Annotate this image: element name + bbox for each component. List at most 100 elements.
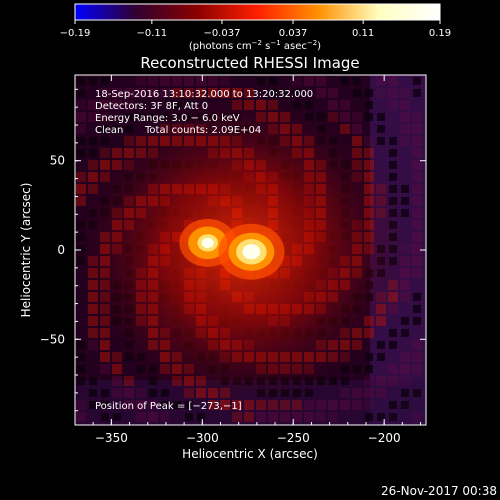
ripple-cell [388, 100, 398, 110]
ripple-cell [316, 88, 326, 98]
colorbar [74, 3, 441, 21]
ripple-cell [100, 100, 110, 110]
image-area [75, 75, 426, 425]
chart-title: Reconstructed RHESSI Image [140, 54, 359, 72]
ripple-cell [412, 172, 422, 182]
ripple-dark-cell [89, 149, 97, 157]
ripple-cell [388, 364, 398, 374]
ripple-cell [280, 412, 290, 422]
ripple-cell [100, 352, 110, 362]
ripple-dark-cell [389, 329, 397, 337]
ripple-cell [88, 340, 98, 350]
ripple-dark-cell [341, 77, 349, 85]
ripple-dark-cell [185, 413, 193, 421]
ripple-cell [76, 184, 86, 194]
ripple-dark-cell [185, 401, 193, 409]
x-axis: −350 −300 −250 −200 [92, 75, 422, 445]
ripple-dark-cell [113, 125, 121, 133]
ripple-cell [100, 364, 110, 374]
ripple-dark-cell [401, 329, 409, 337]
ripple-dark-cell [101, 77, 109, 85]
ripple-cell [160, 76, 170, 86]
ripple-cell [136, 388, 146, 398]
ripple-cell [340, 400, 350, 410]
ripple-cell [352, 388, 362, 398]
colorbar-tick-label: 0.19 [429, 28, 451, 39]
ripple-cell [412, 232, 422, 242]
ripple-dark-cell [113, 413, 121, 421]
ripple-cell [412, 244, 422, 254]
ripple-cell [412, 184, 422, 194]
ripple-dark-cell [125, 113, 133, 121]
ripple-cell [124, 376, 134, 386]
ripple-dark-cell [89, 77, 97, 85]
ripple-cell [112, 100, 122, 110]
ripple-dark-cell [389, 341, 397, 349]
x-tick-label: −250 [277, 431, 310, 445]
ripple-cell [400, 376, 410, 386]
ripple-cell [376, 76, 386, 86]
colorbar-label: (photons cm−2 s−1 asec−2) [189, 39, 321, 52]
ripple-dark-cell [77, 77, 85, 85]
ripple-cell [136, 412, 146, 422]
ripple-cell [304, 400, 314, 410]
ripple-cell [340, 100, 350, 110]
annotation-energy: Energy Range: 3.0 − 6.0 keV [95, 113, 240, 124]
ripple-cell [328, 400, 338, 410]
ripple-dark-cell [89, 377, 97, 385]
annotation-time-range: 18-Sep-2016 13:10:32.000 to 13:20:32.000 [95, 89, 313, 100]
ripple-cell [148, 400, 158, 410]
ripple-cell [412, 160, 422, 170]
annotation-clean: Clean [95, 125, 123, 136]
ripple-dark-cell [377, 353, 385, 361]
x-tick-label: −200 [368, 431, 401, 445]
ripple-dark-cell [101, 401, 109, 409]
ripple-cell [352, 112, 362, 122]
ripple-cell [196, 88, 206, 98]
ripple-dark-cell [293, 89, 301, 97]
ripple-dark-cell [365, 113, 373, 121]
ripple-cell [280, 400, 290, 410]
ripple-dark-cell [101, 125, 109, 133]
ripple-cell [412, 364, 422, 374]
ripple-cell [412, 124, 422, 134]
ripple-dark-cell [77, 149, 85, 157]
colorbar-tick-label: 0.11 [352, 28, 374, 39]
ripple-cell [412, 256, 422, 266]
ripple-cell [88, 328, 98, 338]
ripple-dark-cell [197, 413, 205, 421]
ripple-dark-cell [353, 365, 361, 373]
ripple-cell [172, 76, 182, 86]
ripple-cell [364, 388, 374, 398]
ripple-dark-cell [389, 173, 397, 181]
ripple-cell [328, 412, 338, 422]
ripple-cell [364, 136, 374, 146]
ripple-dark-cell [281, 89, 289, 97]
ripple-cell [136, 400, 146, 410]
ripple-dark-cell [365, 101, 373, 109]
ripple-cell [364, 376, 374, 386]
ripple-cell [352, 124, 362, 134]
ripple-dark-cell [77, 89, 85, 97]
ripple-cell [340, 112, 350, 122]
ripple-cell [196, 76, 206, 86]
ripple-cell [400, 100, 410, 110]
ripple-dark-cell [89, 389, 97, 397]
ripple-cell [304, 412, 314, 422]
ripple-dark-cell [413, 389, 421, 397]
ripple-dark-cell [389, 137, 397, 145]
ripple-cell [256, 412, 266, 422]
ripple-dark-cell [269, 77, 277, 85]
ripple-cell [328, 88, 338, 98]
ripple-cell [376, 88, 386, 98]
annotation-peak: Position of Peak = [−273,−1] [95, 401, 242, 412]
ripple-dark-cell [353, 77, 361, 85]
ripple-cell [232, 412, 242, 422]
ripple-dark-cell [353, 89, 361, 97]
ripple-cell [364, 400, 374, 410]
ripple-dark-cell [365, 353, 373, 361]
ripple-cell [292, 412, 302, 422]
ripple-cell [184, 88, 194, 98]
ripple-cell [340, 388, 350, 398]
ripple-cell [112, 88, 122, 98]
